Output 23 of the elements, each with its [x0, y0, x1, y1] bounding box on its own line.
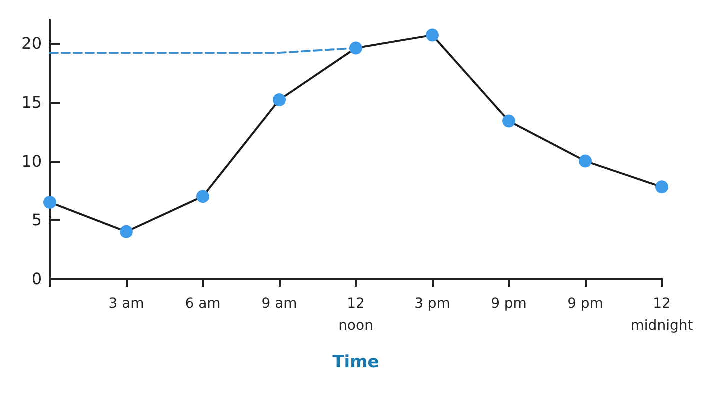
x-tick-label: 9 pm [568, 296, 604, 312]
y-tick-label: 15 [22, 92, 42, 112]
point [350, 42, 362, 55]
x-tick-label: 6 am [185, 296, 221, 312]
x-tick-label: 12 noon [338, 296, 374, 334]
point [44, 196, 56, 209]
point [120, 225, 133, 238]
x-tick-label: 3 am [108, 296, 144, 312]
point [273, 94, 286, 107]
y-tick-label: 20 [22, 34, 42, 54]
y-tick-label: 0 [32, 270, 42, 288]
point [502, 114, 516, 128]
point [579, 154, 592, 168]
point [656, 180, 668, 194]
point [196, 190, 210, 204]
x-axis-title: Time [332, 352, 380, 372]
x-tick-label: 9 am [262, 296, 298, 312]
y-tick-label: 10 [22, 152, 42, 171]
x-tick-label: 3 pm [414, 296, 450, 312]
x-tick-label: 9 pm [491, 296, 527, 312]
point [426, 28, 439, 42]
x-tick-label: 12 midnight [630, 296, 694, 334]
y-tick-label: 5 [32, 210, 42, 230]
